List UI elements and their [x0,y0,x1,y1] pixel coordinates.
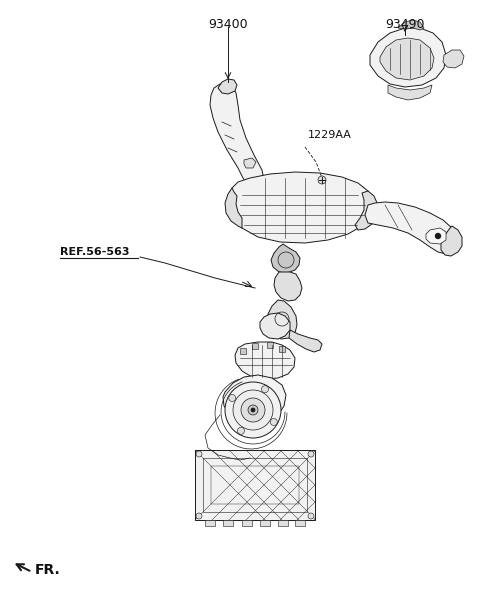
Polygon shape [380,38,434,80]
Polygon shape [441,226,462,256]
Circle shape [308,513,314,519]
Text: REF.56-563: REF.56-563 [60,247,130,257]
Bar [260,520,270,526]
Circle shape [228,394,236,402]
Polygon shape [260,313,290,339]
Circle shape [262,386,268,393]
Text: 93490: 93490 [385,18,425,31]
Circle shape [435,233,441,239]
Polygon shape [244,158,256,168]
Polygon shape [365,202,458,254]
Polygon shape [223,375,286,424]
Circle shape [225,382,281,438]
Circle shape [196,451,202,457]
Polygon shape [279,346,285,352]
Bar [203,458,307,512]
Circle shape [251,408,255,412]
Bar [211,466,299,504]
Polygon shape [225,188,242,228]
Text: 1229AA: 1229AA [308,130,352,140]
Polygon shape [271,244,300,273]
Bar [242,520,252,526]
Circle shape [238,427,244,434]
Polygon shape [267,342,273,348]
Circle shape [318,176,326,184]
Polygon shape [252,343,258,349]
Polygon shape [355,191,378,230]
Bar [205,520,215,526]
Circle shape [308,451,314,457]
Circle shape [248,405,258,415]
Bar [278,520,288,526]
Polygon shape [240,348,246,354]
Polygon shape [388,85,432,100]
Polygon shape [210,83,264,187]
Bar [295,520,305,526]
Bar [223,520,233,526]
Polygon shape [218,79,237,94]
Circle shape [233,390,273,430]
Polygon shape [426,228,446,244]
Text: 93400: 93400 [208,18,248,31]
Polygon shape [231,172,372,243]
Bar [195,450,315,520]
Polygon shape [370,28,446,87]
Polygon shape [443,50,464,68]
Circle shape [241,398,265,422]
Polygon shape [398,20,424,30]
Circle shape [270,419,277,425]
Text: FR.: FR. [35,563,61,577]
Polygon shape [267,300,297,339]
Circle shape [196,513,202,519]
Polygon shape [235,342,295,379]
Polygon shape [289,330,322,352]
Polygon shape [274,272,302,301]
